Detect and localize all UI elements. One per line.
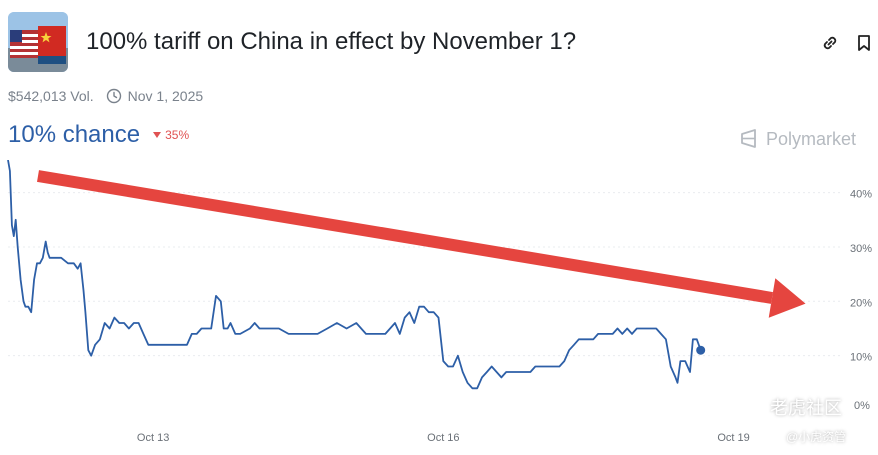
y-tick-label: 40% <box>850 189 872 201</box>
polymarket-icon <box>741 129 756 148</box>
market-title: 100% tariff on China in effect by Novemb… <box>86 28 577 55</box>
flag-containers-image <box>8 12 68 72</box>
brand-name: Polymarket <box>766 128 857 149</box>
watermark-handle: @小虎资管 <box>786 430 847 444</box>
polymarket-logo: Polymarket <box>738 128 856 150</box>
series-line <box>7 160 702 390</box>
x-tick-label: Oct 16 <box>427 432 459 444</box>
volume-text: $542,013 Vol. <box>8 88 94 104</box>
y-tick-label: 10% <box>850 352 872 364</box>
paw-icon <box>743 397 763 417</box>
chance-summary: 10% chance 35% <box>8 121 189 149</box>
x-tick-label: Oct 13 <box>137 432 169 444</box>
y-tick-label: 20% <box>850 297 872 309</box>
market-meta: $542,013 Vol. Nov 1, 2025 <box>8 88 203 104</box>
arrow-shaft <box>37 170 773 304</box>
change-badge: 35% <box>152 128 189 142</box>
price-chart: 10% 20% 30% 40% 0% Oct 13 Oct 16 Oct 19 <box>7 160 872 444</box>
link-icon[interactable] <box>819 32 841 54</box>
end-date-text: Nov 1, 2025 <box>127 88 204 104</box>
market-thumbnail <box>8 12 68 72</box>
market-header: 100% tariff on China in effect by Novemb… <box>8 12 870 74</box>
last-point-dot <box>696 345 706 355</box>
chance-value: 10% chance <box>8 121 141 148</box>
watermark-text: 老虎社区 <box>770 398 842 418</box>
watermark: 老虎社区 <box>742 394 842 420</box>
change-value: 35% <box>165 128 190 142</box>
x-tick-label: Oct 19 <box>717 432 749 444</box>
y-tick-label: 30% <box>850 243 872 255</box>
bookmark-icon[interactable] <box>853 32 875 54</box>
end-date: Nov 1, 2025 <box>106 88 204 104</box>
y-tick-label: 0% <box>854 400 870 412</box>
clock-icon <box>106 88 121 104</box>
arrow-head <box>768 278 806 318</box>
down-triangle-icon <box>153 132 162 138</box>
